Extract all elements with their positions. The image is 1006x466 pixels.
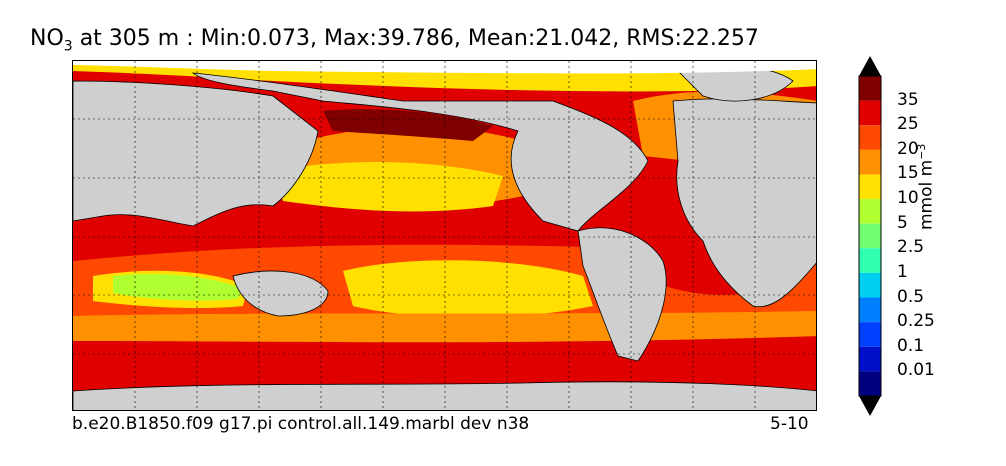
colorbar-segment	[859, 125, 881, 150]
colorbar-frame	[858, 75, 882, 397]
land-australia	[232, 270, 329, 317]
colorbar-tick-label: 0.1	[897, 335, 925, 356]
colorbar-tick-label: 2.5	[897, 237, 925, 258]
colorbar-tick-label: 20	[897, 138, 919, 159]
colorbar-extend-min	[859, 396, 881, 416]
colorbar-segment	[859, 272, 881, 298]
colorbar-segment	[859, 76, 881, 101]
map-svg	[73, 61, 816, 410]
colorbar-segment	[859, 371, 881, 396]
colorbar-tick-label: 1	[897, 261, 908, 282]
colorbar-tick-label: 0.25	[897, 311, 935, 332]
colorbar-segment	[859, 223, 881, 249]
colorbar-tick-label: 25	[897, 114, 919, 135]
date-caption: 5-10	[770, 414, 809, 434]
colorbar-tick-label: 35	[897, 89, 919, 110]
colorbar-segment	[859, 346, 881, 372]
ocean-indian-green	[113, 274, 243, 301]
colorbar-segment	[859, 174, 881, 200]
colorbar-tick-label: 0.5	[897, 286, 925, 307]
colorbar-extend-max	[859, 56, 881, 76]
colorbar-segment	[859, 149, 881, 175]
colorbar-segment	[859, 297, 881, 323]
colorbar-tick-label: 15	[897, 163, 919, 184]
ocean-north-pacific-dark	[323, 109, 493, 141]
ocean-north-pacific-yellow	[273, 161, 503, 212]
land-eurasia	[73, 80, 319, 227]
colorbar-segment	[859, 100, 881, 126]
colorbar	[858, 56, 882, 416]
map-gridlines	[73, 61, 816, 410]
land-europe-africa	[672, 98, 816, 308]
run-caption: b.e20.B1850.f09 g17.pi control.all.149.m…	[72, 414, 530, 434]
map-plot-area	[72, 60, 817, 411]
colorbar-tick-label: 0.01	[897, 360, 935, 381]
land-arctic-white	[73, 61, 816, 74]
ocean-south-pacific-yellow	[343, 260, 593, 318]
colorbar-segment	[859, 199, 881, 224]
colorbar-tick-label: 10	[897, 188, 919, 209]
colorbar-segment	[859, 248, 881, 273]
land-south-america	[577, 227, 667, 362]
colorbar-tick-label: 5	[897, 212, 908, 233]
colorbar-segment	[859, 322, 881, 347]
chart-title: NO3 at 305 m : Min:0.073, Max:39.786, Me…	[30, 26, 759, 55]
